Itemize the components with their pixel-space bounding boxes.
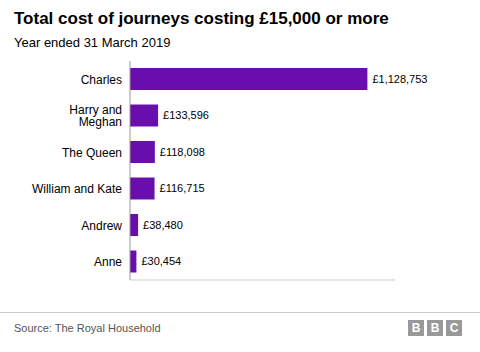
html-text:B: B: [411, 321, 421, 335]
html-text:Total cost of journeys costing: Total cost of journeys costing £15,000 o…: [14, 9, 389, 28]
html-text:B: B: [430, 321, 440, 335]
svg-text:The Queen: The Queen: [62, 146, 122, 160]
html-text:C: C: [449, 321, 459, 335]
svg-text:£118,098: £118,098: [160, 146, 205, 158]
svg-text:£133,596: £133,596: [163, 109, 209, 121]
svg-text:£30,454: £30,454: [141, 255, 181, 267]
svg-text:Anne: Anne: [94, 255, 122, 269]
html-text:Year ended 31 March 2019: Year ended 31 March 2019: [14, 35, 171, 50]
svg-text:£116,715: £116,715: [160, 182, 205, 194]
html-text:Source: The Royal Household: Source: The Royal Household: [14, 322, 161, 334]
svg-text:William and Kate: William and Kate: [32, 182, 122, 196]
svg-text:Harry andMeghan: Harry andMeghan: [69, 103, 122, 129]
svg-text:Andrew: Andrew: [81, 219, 122, 233]
svg-text:£38,480: £38,480: [143, 219, 183, 231]
svg-text:Charles: Charles: [81, 73, 122, 87]
svg-text:£1,128,753: £1,128,753: [372, 73, 427, 85]
